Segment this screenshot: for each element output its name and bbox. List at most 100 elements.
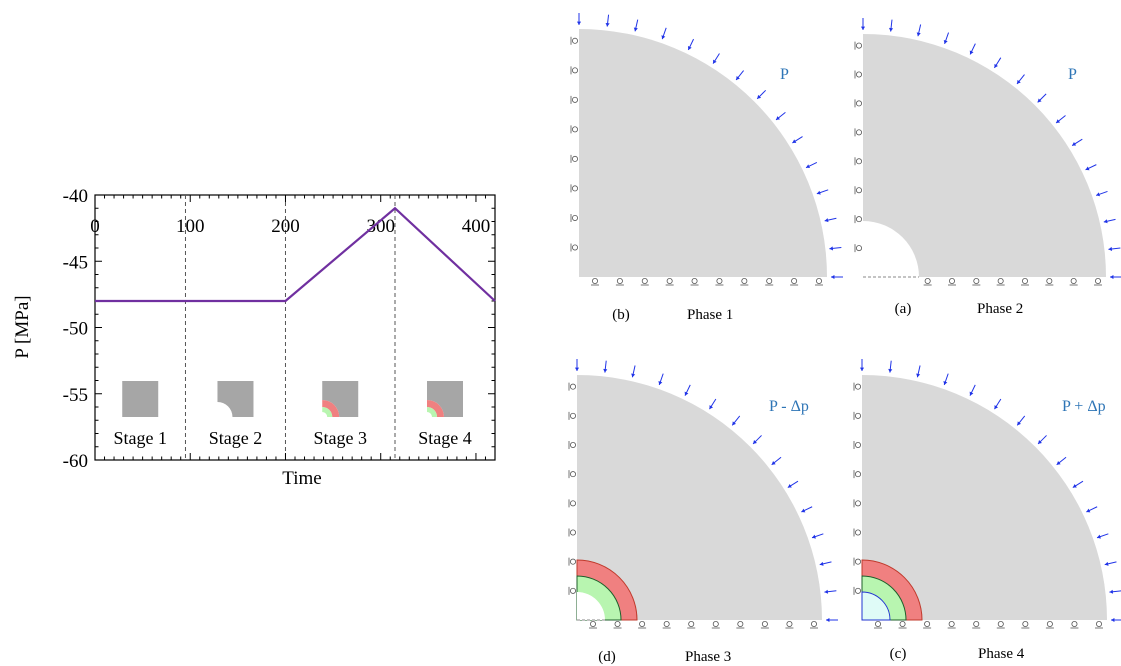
roller-circle: [786, 621, 793, 628]
roller-support: [853, 557, 862, 566]
roller-circle: [570, 587, 577, 594]
roller-circle: [1022, 277, 1029, 284]
roller-circle: [948, 621, 955, 628]
plastic-zone-outer: [427, 400, 444, 417]
panel-caption-letter: (b): [612, 307, 630, 323]
roller-circle: [811, 621, 818, 628]
panel-caption-phase: Phase 1: [687, 307, 733, 323]
roller-circle: [924, 621, 931, 628]
load-label: P: [1068, 66, 1077, 83]
roller-support: [638, 621, 647, 629]
roller-circle: [899, 621, 906, 628]
pressure-arrow-head: [859, 367, 865, 371]
roller-circle: [855, 500, 862, 507]
roller-support: [1094, 277, 1102, 286]
roller-support: [853, 499, 862, 508]
pressure-arrow-head: [826, 617, 830, 623]
roller-support: [568, 441, 577, 449]
roller-circle: [570, 558, 577, 565]
roller-circle: [855, 471, 862, 478]
pressure-arrow-head: [1038, 440, 1042, 444]
stage-thumbnails: [122, 381, 463, 417]
pressure-arrow-head: [806, 164, 811, 169]
roller-circle: [570, 500, 577, 507]
roller-circle: [570, 471, 577, 478]
roller-support: [874, 621, 882, 629]
roller-support: [996, 621, 1005, 629]
roller-circle: [639, 621, 646, 628]
roller-support: [570, 213, 579, 222]
pressure-arrow-head: [603, 368, 608, 373]
pressure-arrow-head: [1017, 421, 1021, 426]
pressure-arrow-head: [631, 373, 636, 378]
pressure-arrow-head: [831, 274, 835, 280]
roller-circle: [570, 529, 577, 536]
roller-support: [570, 184, 579, 193]
pressure-arrow-head: [888, 27, 894, 32]
pressure-arrow-head: [1111, 617, 1115, 623]
x-axis-label: Time: [282, 468, 321, 489]
y-tick-label: -55: [63, 385, 88, 406]
roller-circle: [791, 277, 798, 284]
roller-support: [923, 621, 932, 629]
roller-support: [760, 621, 769, 629]
roller-support: [568, 382, 577, 391]
roller-support: [854, 186, 863, 195]
stage-thumbnail: [427, 381, 463, 417]
roller-circle: [856, 245, 863, 252]
roller-circle: [856, 129, 863, 136]
roller-circle: [855, 412, 862, 419]
pressure-arrow-head: [633, 27, 638, 32]
roller-circle: [856, 216, 863, 223]
pressure-arrow-head: [824, 218, 829, 223]
roller-circle: [924, 277, 931, 284]
roller-circle: [572, 244, 579, 251]
roller-support: [613, 621, 622, 629]
roller-support: [853, 470, 862, 479]
plastic-zone-outer: [322, 400, 340, 417]
pressure-arrow-head: [661, 35, 666, 40]
pressure-arrow-head: [816, 190, 821, 195]
roller-support: [1021, 277, 1029, 286]
roller-support: [591, 277, 599, 286]
roller-support: [568, 499, 577, 508]
pressure-arrow-head: [1110, 274, 1114, 280]
roller-circle: [997, 277, 1004, 284]
pressure-arrow-head: [824, 589, 829, 594]
roller-support: [853, 586, 862, 595]
roller-support: [948, 277, 956, 286]
pressure-arrow-head: [801, 508, 806, 513]
pressure-arrow-head: [787, 483, 792, 488]
roller-circle: [570, 412, 577, 419]
load-label: P + Δp: [1062, 398, 1106, 415]
roller-support: [815, 277, 823, 286]
excavation-hole: [577, 592, 605, 620]
roller-circle: [856, 187, 863, 194]
stage-label: Stage 2: [209, 428, 263, 448]
pressure-arrow-head: [1097, 534, 1101, 539]
roller-support: [568, 470, 577, 479]
roller-circle: [855, 529, 862, 536]
roller-support: [947, 621, 956, 629]
roller-circle: [1046, 621, 1053, 628]
stage-thumbnail: [322, 381, 359, 417]
roller-support: [785, 621, 794, 629]
roller-circle: [855, 587, 862, 594]
roller-support: [1021, 621, 1030, 629]
pressure-arrow-head: [943, 39, 948, 44]
pressure-arrow-head: [1056, 119, 1061, 123]
pressure-arrow-head: [916, 32, 921, 37]
roller-circle: [716, 277, 723, 284]
roller-circle: [572, 37, 579, 44]
pressure-arrow-head: [792, 139, 797, 143]
roller-circle: [855, 383, 862, 390]
roller-circle: [616, 277, 623, 284]
roller-support: [736, 621, 745, 629]
pressure-arrow-head: [888, 368, 893, 373]
pressure-arrow-head: [1096, 192, 1101, 197]
roller-circle: [614, 621, 621, 628]
roller-circle: [1071, 621, 1078, 628]
x-tick-label: 400: [462, 216, 491, 237]
pressure-arrow-head: [753, 440, 757, 444]
phase-3-panel: [568, 359, 838, 629]
